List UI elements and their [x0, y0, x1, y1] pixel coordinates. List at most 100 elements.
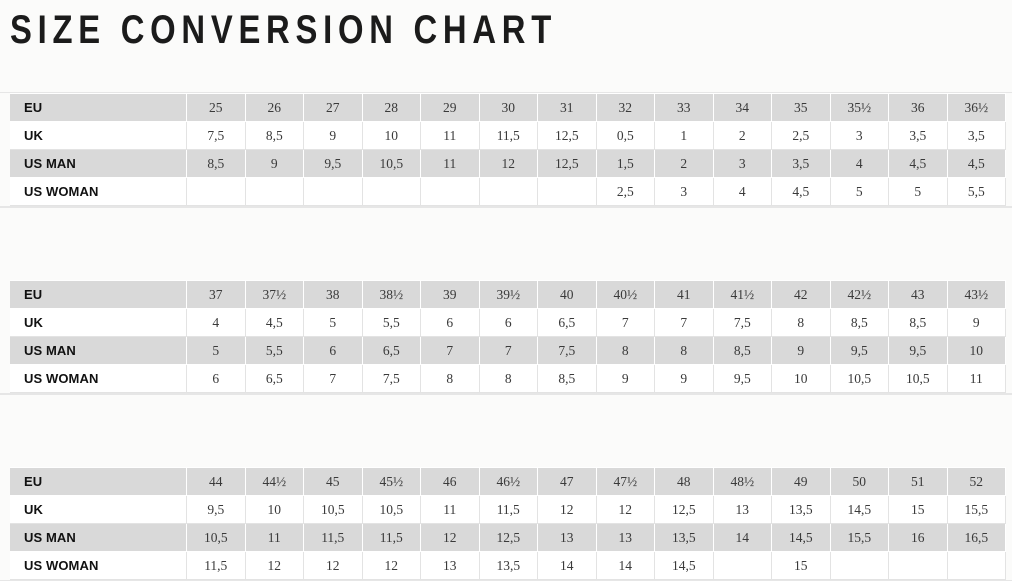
cell: 15: [888, 495, 948, 524]
cell: 4,5: [888, 149, 948, 178]
table-row: UK 4 4,5 5 5,5 6 6 6,5 7 7 7,5 8 8,5 8,5 9: [10, 308, 1006, 337]
cell: 45½: [361, 467, 421, 496]
table-row: US WOMAN 11,5 12 12 12 13 13,5 14 14 14,5 15: [10, 551, 1006, 580]
table-row: EU 44 44½ 45 45½ 46 46½ 47 47½ 48 48½ 49 50 51 52: [10, 467, 1006, 496]
cell: 26: [244, 93, 304, 122]
cell: 12: [361, 551, 421, 580]
cell: [186, 177, 246, 206]
cell: 48: [654, 467, 714, 496]
cell: 36: [888, 93, 948, 122]
cell: 39½: [478, 280, 538, 309]
cell: 7: [595, 308, 655, 337]
cell: 8: [478, 364, 538, 393]
cell: 3: [712, 149, 772, 178]
cell: 46: [420, 467, 480, 496]
cell: 13: [420, 551, 480, 580]
cell: 14,5: [654, 551, 714, 580]
row-label-us-man: US MAN: [10, 523, 187, 552]
cell: 9: [946, 308, 1006, 337]
cell: 11,5: [303, 523, 363, 552]
cell: 10,5: [888, 364, 948, 393]
cell: [303, 177, 363, 206]
cell: 8,5: [537, 364, 597, 393]
cell: 8,5: [186, 149, 246, 178]
cell: 30: [478, 93, 538, 122]
cell: 7: [420, 336, 480, 365]
cell: 7,5: [361, 364, 421, 393]
cell: 11: [946, 364, 1006, 393]
cell: 4: [712, 177, 772, 206]
cell: 9: [244, 149, 304, 178]
cell: 5,5: [946, 177, 1006, 206]
cell: 15,5: [829, 523, 889, 552]
cell: 29: [420, 93, 480, 122]
tables-container: EU 25 26 27 28 29 30 31 32 33 34 35 35½ 36 36½ UK 7,5 8,5…: [0, 92, 1012, 581]
row-label-eu: EU: [10, 280, 187, 309]
cell: 7,5: [186, 121, 246, 150]
cell: 5,5: [244, 336, 304, 365]
cell: 47: [537, 467, 597, 496]
cell: 7: [478, 336, 538, 365]
cell: 5: [186, 336, 246, 365]
cell: 39: [420, 280, 480, 309]
cell: 10,5: [361, 149, 421, 178]
cell: 8,5: [712, 336, 772, 365]
cell: 2: [654, 149, 714, 178]
cell: 10,5: [361, 495, 421, 524]
table-row: US MAN 10,5 11 11,5 11,5 12 12,5 13 13 13,5 14 14,5…: [10, 523, 1006, 552]
cell: 43: [888, 280, 948, 309]
cell: 35½: [829, 93, 889, 122]
cell: 9,5: [186, 495, 246, 524]
cell: 11,5: [186, 551, 246, 580]
row-label-us-woman: US WOMAN: [10, 364, 187, 393]
cell: [478, 177, 538, 206]
cell: 11: [420, 121, 480, 150]
cell: 8: [771, 308, 831, 337]
cell: 12: [303, 551, 363, 580]
cell: 9,5: [888, 336, 948, 365]
cell: 1,5: [595, 149, 655, 178]
cell: 7: [654, 308, 714, 337]
table-row: US WOMAN 6 6,5 7 7,5 8 8 8,5 9 9 9,5 10 10,5 10,5 11: [10, 364, 1006, 393]
cell: 47½: [595, 467, 655, 496]
cell: 2,5: [595, 177, 655, 206]
cell: 6: [186, 364, 246, 393]
cell: 36½: [946, 93, 1006, 122]
cell: 6: [303, 336, 363, 365]
cell: 49: [771, 467, 831, 496]
cell: 8: [654, 336, 714, 365]
cell: 43½: [946, 280, 1006, 309]
cell: [537, 177, 597, 206]
cell: 34: [712, 93, 772, 122]
cell: 10: [244, 495, 304, 524]
cell: 3: [829, 121, 889, 150]
cell: 4,5: [771, 177, 831, 206]
cell: 40½: [595, 280, 655, 309]
cell: 4,5: [244, 308, 304, 337]
cell: 10: [361, 121, 421, 150]
cell: [829, 551, 889, 580]
cell: [946, 551, 1006, 580]
cell: 45: [303, 467, 363, 496]
cell: 10: [771, 364, 831, 393]
cell: 10,5: [829, 364, 889, 393]
cell: 6,5: [244, 364, 304, 393]
cell: [244, 177, 304, 206]
cell: 32: [595, 93, 655, 122]
cell: 9,5: [303, 149, 363, 178]
cell: 33: [654, 93, 714, 122]
cell: 31: [537, 93, 597, 122]
row-label-us-woman: US WOMAN: [10, 177, 187, 206]
row-label-us-woman: US WOMAN: [10, 551, 187, 580]
table-row: EU 37 37½ 38 38½ 39 39½ 40 40½ 41 41½ 42 42½ 43 43½: [10, 280, 1006, 309]
cell: 42½: [829, 280, 889, 309]
cell: 11: [244, 523, 304, 552]
cell: 42: [771, 280, 831, 309]
cell: 40: [537, 280, 597, 309]
cell: 8,5: [244, 121, 304, 150]
cell: 12: [595, 495, 655, 524]
cell: 8,5: [829, 308, 889, 337]
cell: 6,5: [361, 336, 421, 365]
size-table-3: EU 44 44½ 45 45½ 46 46½ 47 47½ 48 48½ 49 50 51 52 UK 9,5…: [10, 467, 1006, 580]
cell: 3,5: [888, 121, 948, 150]
